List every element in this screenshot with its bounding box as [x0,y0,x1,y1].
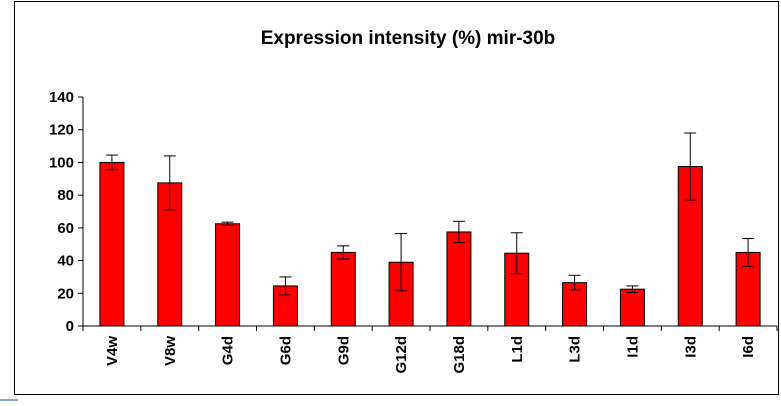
x-tick-label: I1d [624,336,641,358]
x-tick-label: L1d [509,336,526,363]
y-tick-label: 100 [49,154,74,171]
x-tick-label: G18d [451,336,468,374]
x-tick-label: V8w [162,336,179,366]
y-tick-label: 60 [57,220,74,237]
x-tick-label: G9d [335,336,352,365]
x-tick-label: G4d [220,336,237,365]
x-axis: V4w V8w G4d G6d G9d G12d G18d L1d L3d I1d I3d I6d [82,325,778,374]
error-bars [105,132,755,296]
x-tick-label: L3d [567,336,584,363]
y-tick-label: 120 [49,122,74,139]
y-tick-label: 80 [57,187,74,204]
x-tick-label: I3d [682,336,699,358]
corner-mark [0,399,18,401]
bar-i1d [619,288,645,327]
bar-g4d [215,223,241,327]
x-tick-label: I6d [740,336,757,358]
chart-frame [14,1,779,395]
chart-title: Expression intensity (%) mir-30b [261,28,556,49]
bar-g18d [446,231,472,327]
bars [99,161,761,327]
y-tick-label: 20 [57,285,74,302]
x-tick-label: G12d [393,336,410,374]
y-axis: 0 20 40 60 80 100 120 140 [49,89,84,335]
x-tick-label: G6d [277,336,294,365]
y-tick-label: 0 [66,318,74,335]
bar-v4w [99,161,125,327]
bar-g9d [330,251,356,327]
y-tick-label: 40 [57,253,74,270]
y-tick-label: 140 [49,89,74,106]
x-tick-label: V4w [104,336,121,366]
